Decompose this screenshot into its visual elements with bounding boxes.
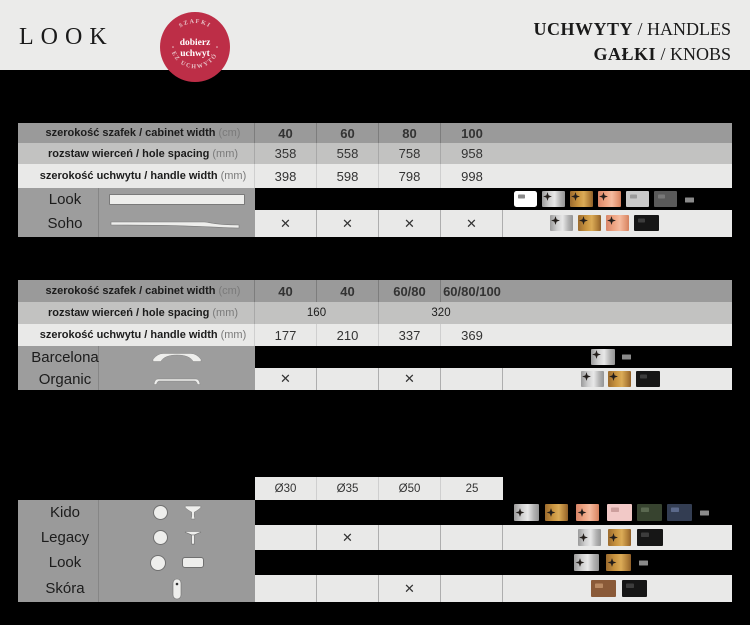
svg-text:uchwyt: uchwyt (180, 49, 210, 59)
svg-text:dobierz: dobierz (180, 38, 211, 48)
